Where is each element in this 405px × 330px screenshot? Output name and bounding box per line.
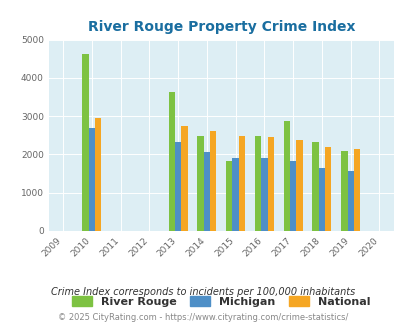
Bar [82,54,88,231]
Bar [95,118,101,231]
Bar [209,131,216,231]
Bar [283,121,289,231]
Bar [181,126,187,231]
Bar [353,149,359,231]
Bar [254,136,260,231]
Text: © 2025 CityRating.com - https://www.cityrating.com/crime-statistics/: © 2025 CityRating.com - https://www.city… [58,313,347,322]
Bar [296,140,302,231]
Bar [260,158,267,231]
Bar [318,168,324,231]
Bar [197,136,203,231]
Bar [347,171,353,231]
Bar [238,136,245,231]
Bar [226,161,232,231]
Bar [88,128,95,231]
Title: River Rouge Property Crime Index: River Rouge Property Crime Index [87,20,354,34]
Bar [340,150,347,231]
Legend: River Rouge, Michigan, National: River Rouge, Michigan, National [67,290,375,313]
Bar [168,92,175,231]
Bar [175,142,181,231]
Bar [203,152,209,231]
Bar [267,137,273,231]
Bar [232,158,238,231]
Bar [324,147,330,231]
Text: Crime Index corresponds to incidents per 100,000 inhabitants: Crime Index corresponds to incidents per… [51,287,354,297]
Bar [312,142,318,231]
Bar [289,161,296,231]
